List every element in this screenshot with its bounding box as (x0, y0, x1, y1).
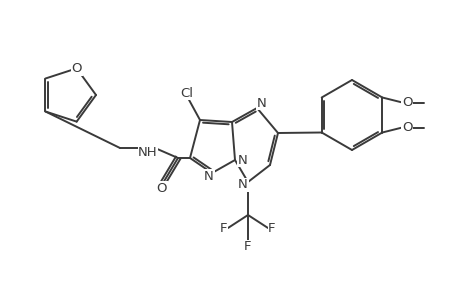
Text: N: N (257, 97, 266, 110)
Text: O: O (401, 96, 412, 109)
Text: NH: NH (138, 146, 157, 158)
Text: N: N (238, 178, 247, 191)
Text: O: O (157, 182, 167, 194)
Text: N: N (238, 154, 247, 166)
Text: F: F (268, 221, 275, 235)
Text: F: F (220, 221, 227, 235)
Text: F: F (244, 241, 251, 254)
Text: Cl: Cl (180, 86, 193, 100)
Text: O: O (71, 62, 82, 75)
Text: N: N (204, 169, 213, 182)
Text: O: O (401, 121, 412, 134)
